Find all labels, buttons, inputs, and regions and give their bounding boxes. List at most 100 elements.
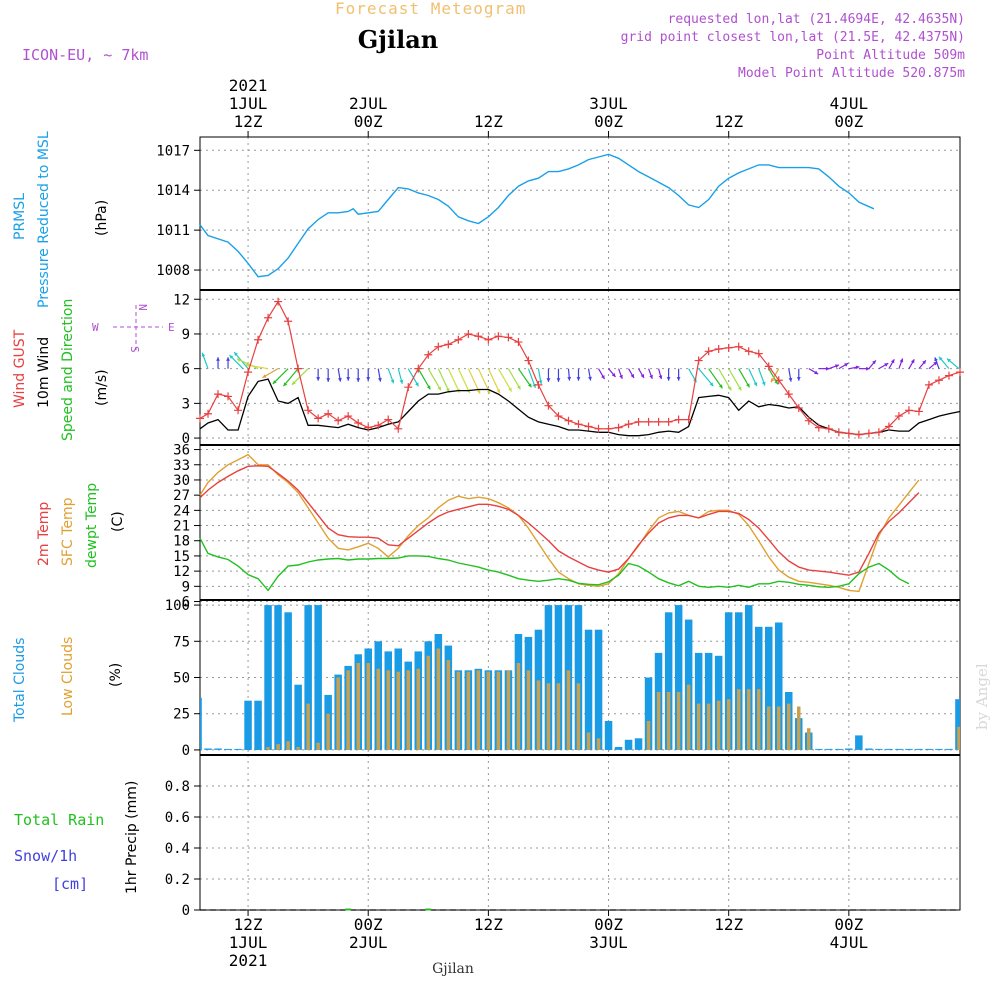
gust-marker: [304, 406, 313, 415]
wind-arrow: [868, 359, 877, 370]
low-cloud-bar: [396, 671, 400, 750]
y-tick-label: 1011: [156, 223, 190, 239]
gust-marker: [574, 420, 583, 429]
gust-marker: [394, 424, 403, 433]
wind-arrow: [818, 366, 830, 371]
low-cloud-bar: [656, 692, 661, 750]
total-cloud-bar: [815, 748, 823, 750]
wind-arrow: [918, 359, 927, 370]
wind-arrow-head: [947, 358, 951, 363]
y-tick-label: 0.6: [165, 810, 190, 826]
wind-arrow: [934, 357, 940, 369]
total-cloud-bar: [554, 605, 563, 750]
cloud-bars: [200, 605, 960, 750]
wind-arrow: [316, 368, 321, 381]
wind-arrow-head: [649, 374, 653, 379]
wind-arrow-head: [272, 380, 277, 384]
low-cloud-bar: [526, 670, 531, 750]
wind-arrow-head: [872, 360, 876, 365]
gust-marker: [314, 414, 323, 423]
x-tick-label-day-top: 3JUL: [589, 94, 628, 113]
gust-marker: [664, 417, 673, 426]
total-cloud-bar: [825, 748, 833, 750]
gust-marker: [544, 401, 553, 410]
y-tick-label: 0: [182, 743, 190, 759]
total-cloud-bar: [925, 748, 933, 750]
gust-marker: [554, 412, 563, 421]
wind-arrow: [437, 368, 450, 393]
wind-arrow: [728, 368, 742, 391]
y-tick-label: 21: [173, 519, 190, 535]
total-cloud-bar: [674, 605, 683, 750]
wind-arrow-shaft: [698, 368, 714, 387]
wind-arrow-head: [746, 383, 750, 388]
legend-precip-unit: 1hr Precip (mm): [124, 781, 140, 894]
total-cloud-bar: [264, 605, 272, 750]
y-tick-label: 0.8: [165, 779, 190, 795]
low-cloud-bar: [716, 700, 721, 750]
x-tick-label-hour-top: 00Z: [594, 112, 623, 131]
low-cloud-bar: [276, 744, 280, 750]
gust-marker: [514, 338, 523, 347]
panel-clouds: 0 25 50 75 100: [165, 598, 961, 759]
low-cloud-bar: [426, 655, 430, 750]
wind-arrow: [928, 361, 938, 370]
compass-east: E: [168, 321, 175, 334]
total-cloud-bar: [765, 626, 773, 750]
panel-precipitation: 0 0.2 0.4 0.6 0.8: [165, 754, 961, 919]
wind-arrow: [576, 368, 581, 381]
total-cloud-bar: [204, 748, 212, 750]
low-cloud-bar: [596, 738, 601, 750]
y-tick-label: 12: [173, 292, 190, 308]
total-cloud-bar: [244, 700, 252, 750]
wind-arrow: [427, 368, 442, 391]
gust-marker: [894, 412, 903, 421]
gust-marker: [564, 416, 573, 425]
wind-arrow-shaft: [272, 368, 289, 385]
low-cloud-bar: [486, 671, 491, 750]
low-cloud-bar: [266, 747, 270, 750]
wind-arrow: [417, 368, 431, 390]
gust-marker: [714, 344, 723, 353]
gust-marker: [204, 409, 213, 418]
panel-wind: 0 3 6 9 12: [173, 289, 961, 447]
y-tick-label: 50: [173, 671, 190, 687]
wind-arrow: [848, 365, 860, 370]
gust-marker: [474, 332, 483, 341]
wind-arrow: [216, 357, 220, 369]
wind-arrow-shaft: [718, 368, 732, 391]
low-cloud-bar: [296, 747, 300, 750]
gust-marker: [494, 332, 503, 341]
wind-arrow-head: [399, 379, 404, 384]
total-cloud-bar: [200, 697, 202, 750]
wind-gust-line: [199, 300, 961, 436]
low-cloud-bar: [466, 671, 471, 750]
x-tick-label-hour-bottom: 00Z: [594, 915, 623, 934]
gust-marker: [524, 356, 533, 365]
wind-arrow: [838, 362, 849, 370]
wind-arrow-head: [390, 379, 395, 384]
wind-arrow-head: [338, 377, 342, 382]
wind-arrow-shaft: [236, 358, 259, 370]
wind-arrow: [628, 368, 635, 379]
wind-arrow-head: [844, 363, 849, 367]
wind-arrow-head: [486, 389, 491, 394]
low-cloud-bar: [957, 726, 960, 750]
temperature-legend: 2m Temp SFC Temp dewpt Temp (C): [36, 483, 126, 568]
gust-marker: [454, 335, 463, 344]
gust-marker: [864, 429, 873, 438]
wind-arrow-shaft: [447, 368, 461, 393]
x-tick-label-day-bottom: 3JUL: [589, 933, 628, 952]
wind-arrow-head: [556, 378, 561, 382]
legend-2m-temp: 2m Temp: [36, 502, 52, 566]
wind-arrow-head: [676, 377, 681, 381]
y-tick-label: 6: [182, 362, 190, 378]
low-cloud-bar: [646, 721, 651, 750]
total-cloud-bar: [214, 748, 222, 750]
legend-total-clouds: Total Clouds: [12, 638, 28, 723]
legend-wind-unit: (m/s): [94, 369, 110, 406]
total-cloud-bar: [735, 612, 743, 750]
low-cloud-bar: [336, 677, 340, 750]
y-tick-label: 75: [173, 634, 190, 650]
